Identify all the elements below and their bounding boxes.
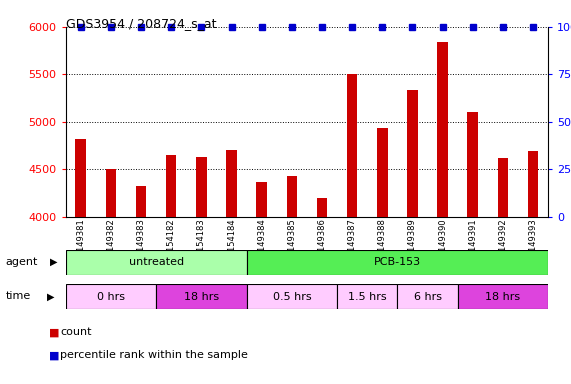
Bar bbox=[226, 151, 237, 217]
Bar bbox=[166, 155, 176, 217]
Text: time: time bbox=[6, 291, 31, 301]
Text: ▶: ▶ bbox=[47, 291, 54, 301]
Text: 18 hrs: 18 hrs bbox=[184, 291, 219, 302]
Bar bbox=[407, 89, 418, 217]
Text: ■: ■ bbox=[49, 350, 59, 360]
Text: percentile rank within the sample: percentile rank within the sample bbox=[60, 350, 248, 360]
Text: 6 hrs: 6 hrs bbox=[413, 291, 441, 302]
Text: GDS3954 / 208724_s_at: GDS3954 / 208724_s_at bbox=[66, 17, 216, 30]
Bar bbox=[317, 198, 327, 217]
Text: 18 hrs: 18 hrs bbox=[485, 291, 521, 302]
Bar bbox=[287, 176, 297, 217]
Text: ■: ■ bbox=[49, 327, 59, 337]
Text: agent: agent bbox=[6, 257, 38, 267]
Bar bbox=[458, 284, 548, 309]
Text: untreated: untreated bbox=[128, 257, 184, 267]
Bar bbox=[66, 250, 247, 275]
Bar bbox=[196, 157, 207, 217]
Bar bbox=[256, 182, 267, 217]
Text: count: count bbox=[60, 327, 91, 337]
Bar bbox=[397, 284, 458, 309]
Bar bbox=[136, 185, 146, 217]
Bar bbox=[347, 74, 357, 217]
Bar bbox=[337, 284, 397, 309]
Text: 0 hrs: 0 hrs bbox=[97, 291, 125, 302]
Text: 1.5 hrs: 1.5 hrs bbox=[348, 291, 387, 302]
Bar bbox=[75, 139, 86, 217]
Text: PCB-153: PCB-153 bbox=[374, 257, 421, 267]
Bar bbox=[156, 284, 247, 309]
Bar bbox=[247, 250, 548, 275]
Bar bbox=[66, 284, 156, 309]
Bar bbox=[437, 42, 448, 217]
Bar bbox=[106, 169, 116, 217]
Bar bbox=[468, 113, 478, 217]
Bar bbox=[498, 158, 508, 217]
Bar bbox=[377, 127, 388, 217]
Text: ▶: ▶ bbox=[50, 257, 58, 267]
Text: 0.5 hrs: 0.5 hrs bbox=[272, 291, 311, 302]
Bar bbox=[247, 284, 337, 309]
Bar bbox=[528, 151, 538, 217]
